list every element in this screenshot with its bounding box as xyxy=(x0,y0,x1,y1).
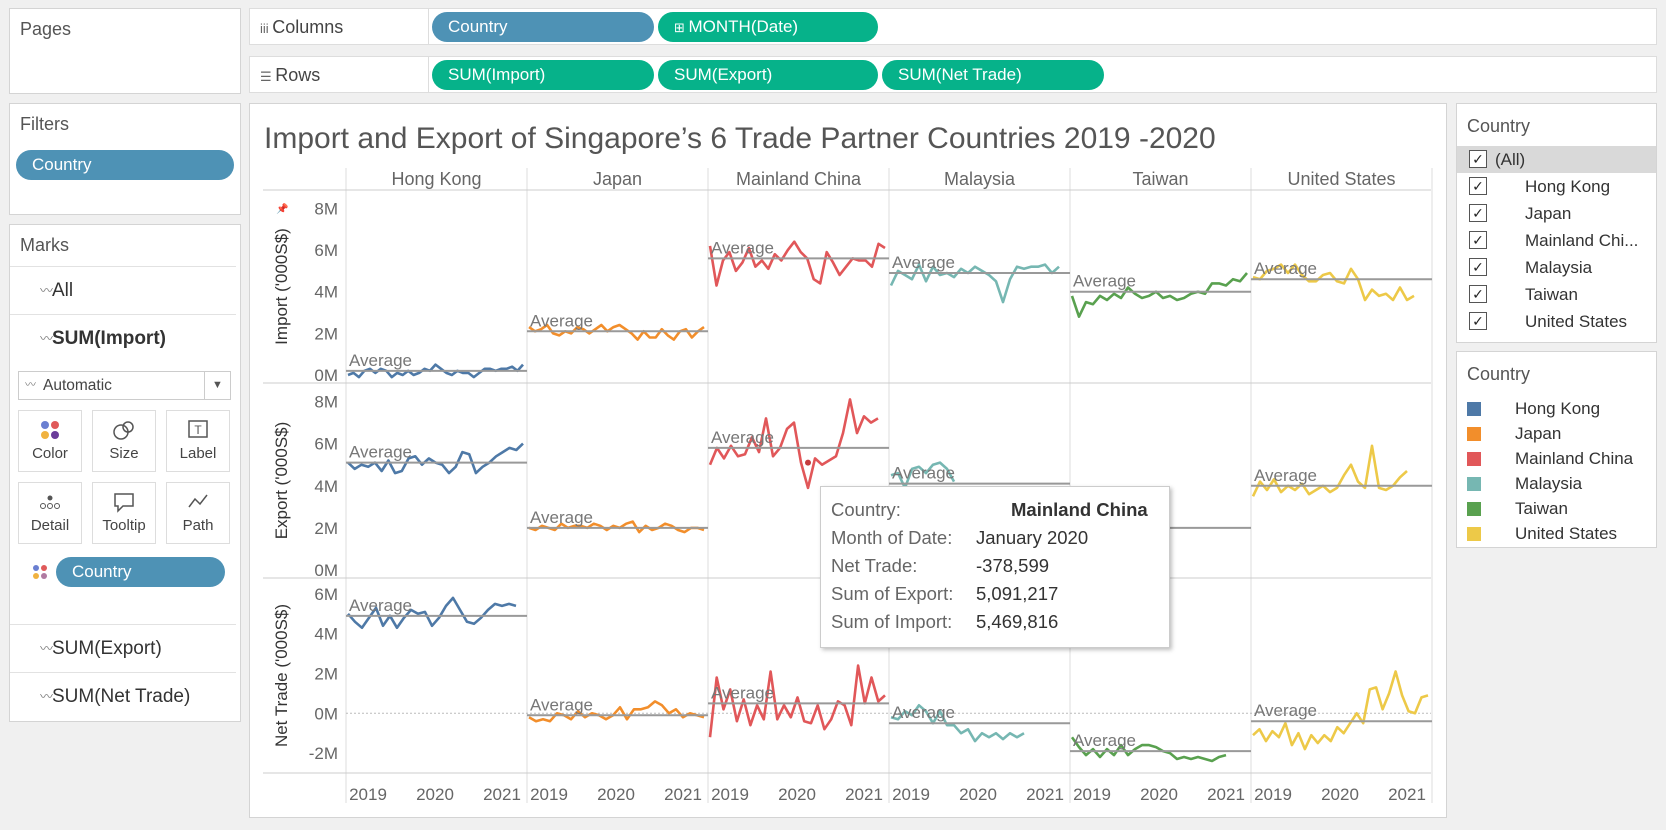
detail-icon xyxy=(19,483,81,517)
tooltip-icon xyxy=(93,483,155,517)
path-icon xyxy=(167,483,229,517)
legend-item[interactable]: Taiwan xyxy=(1457,496,1656,521)
legend-swatch xyxy=(1467,427,1481,441)
filter-item-label: Hong Kong xyxy=(1525,177,1611,196)
rows-pill-export[interactable]: SUM(Export) xyxy=(658,60,878,90)
checkbox-icon[interactable]: ✓ xyxy=(1469,312,1487,330)
color-encoding-icon xyxy=(32,564,48,585)
marks-row-sum-import[interactable]: 〰 SUM(Import) xyxy=(10,314,236,362)
legend-item-label: Taiwan xyxy=(1515,499,1568,518)
pages-shelf[interactable]: Pages xyxy=(9,8,241,94)
filter-item-label: Japan xyxy=(1525,204,1572,223)
tooltip-export-value: 5,091,217 xyxy=(976,583,1059,604)
tooltip-net-key: Net Trade: xyxy=(831,555,918,576)
detail-card[interactable]: Detail xyxy=(18,482,82,544)
tooltip-card[interactable]: Tooltip xyxy=(92,482,156,544)
legend-swatch xyxy=(1467,452,1481,466)
legend-item-label: Hong Kong xyxy=(1515,399,1601,418)
marks-row-sum-net-trade[interactable]: 〰 SUM(Net Trade) xyxy=(10,672,236,720)
legend-swatch xyxy=(1467,477,1481,491)
checkbox-icon[interactable]: ✓ xyxy=(1469,177,1487,195)
view-area xyxy=(249,103,1447,818)
legend-item-label: Malaysia xyxy=(1515,474,1583,493)
tooltip-country-value: Mainland China xyxy=(1011,499,1148,520)
country-legend-card: Country Hong Kong Japan Mainland China Mala… xyxy=(1456,351,1657,548)
filter-item-label: Mainland Chi... xyxy=(1525,231,1639,250)
filter-item-label: United States xyxy=(1525,312,1628,331)
checkbox-icon[interactable]: ✓ xyxy=(1469,150,1487,168)
filter-item-label: Malaysia xyxy=(1525,258,1593,277)
columns-pill-country[interactable]: Country xyxy=(432,12,654,42)
checkbox-icon[interactable]: ✓ xyxy=(1469,258,1487,276)
filter-item[interactable]: ✓ Malaysia xyxy=(1457,254,1656,281)
legend-item-label: Mainland China xyxy=(1515,449,1634,468)
filter-item-label: Taiwan xyxy=(1525,285,1578,304)
tooltip-month-key: Month of Date: xyxy=(831,527,953,548)
line-mark-icon: 〰 xyxy=(25,379,36,391)
legend-item[interactable]: Hong Kong xyxy=(1457,396,1656,421)
legend-swatch xyxy=(1467,527,1481,541)
line-mark-icon: 〰 xyxy=(40,331,54,346)
color-pill-country[interactable]: Country xyxy=(56,557,225,587)
tooltip-month-value: January 2020 xyxy=(976,527,1089,548)
label-card[interactable]: T Label xyxy=(166,410,230,472)
svg-text:T: T xyxy=(194,423,202,437)
filter-item-all[interactable]: ✓ (All) xyxy=(1457,146,1656,173)
line-mark-icon: 〰 xyxy=(40,689,54,704)
line-mark-icon: 〰 xyxy=(40,641,54,656)
rows-icon: ☰ xyxy=(260,69,276,84)
color-icon xyxy=(19,411,81,445)
marks-label: Marks xyxy=(20,235,69,255)
legend-item[interactable]: Japan xyxy=(1457,421,1656,446)
filter-pill-country[interactable]: Country xyxy=(16,150,234,180)
filter-item[interactable]: ✓ Hong Kong xyxy=(1457,173,1656,200)
legend-item[interactable]: Mainland China xyxy=(1457,446,1656,471)
checkbox-icon[interactable]: ✓ xyxy=(1469,285,1487,303)
filters-shelf[interactable]: Filters Country xyxy=(9,103,241,215)
tooltip-country-key: Country: xyxy=(831,499,901,520)
path-card[interactable]: Path xyxy=(166,482,230,544)
legend-item-label: Japan xyxy=(1515,424,1562,443)
tooltip-import-value: 5,469,816 xyxy=(976,611,1059,632)
size-icon xyxy=(93,411,155,445)
rows-pill-net-trade[interactable]: SUM(Net Trade) xyxy=(882,60,1104,90)
checkbox-icon[interactable]: ✓ xyxy=(1469,204,1487,222)
legend-item-label: United States xyxy=(1515,524,1618,543)
line-mark-icon: 〰 xyxy=(40,283,54,298)
pages-label: Pages xyxy=(20,19,72,39)
size-card[interactable]: Size xyxy=(92,410,156,472)
legend-item[interactable]: Malaysia xyxy=(1457,471,1656,496)
marks-card: Marks xyxy=(9,224,241,722)
label-icon: T xyxy=(167,411,229,445)
filter-item-label: (All) xyxy=(1495,150,1526,169)
chart-title: Import and Export of Singapore’s 6 Trade… xyxy=(264,122,1216,155)
tooltip-import-key: Sum of Import: xyxy=(831,611,953,632)
chevron-down-icon[interactable]: ▼ xyxy=(204,372,230,399)
expand-icon: ⊞ xyxy=(674,20,689,35)
filter-item[interactable]: ✓ United States xyxy=(1457,308,1656,335)
columns-label: iii Columns xyxy=(260,17,344,37)
rows-label: ☰ Rows xyxy=(260,65,321,85)
legend-swatch xyxy=(1467,502,1481,516)
columns-icon: iii xyxy=(260,21,273,36)
filter-card-title: Country xyxy=(1467,116,1531,136)
legend-item[interactable]: United States xyxy=(1457,521,1656,546)
columns-pill-month-date[interactable]: ⊞ MONTH(Date) xyxy=(658,12,878,42)
marks-row-all[interactable]: 〰 All xyxy=(10,266,236,314)
rows-pill-import[interactable]: SUM(Import) xyxy=(432,60,654,90)
marks-row-sum-export[interactable]: 〰 SUM(Export) xyxy=(10,624,236,672)
legend-swatch xyxy=(1467,402,1481,416)
legend-card-title: Country xyxy=(1467,364,1531,384)
tooltip-popup: Country: Mainland China Month of Date: J… xyxy=(820,486,1170,648)
country-filter-card: Country ✓ (All) ✓ Hong Kong ✓ Japan ✓ Mainland … xyxy=(1456,103,1657,343)
color-card[interactable]: Color xyxy=(18,410,82,472)
tooltip-export-key: Sum of Export: xyxy=(831,583,954,604)
mark-type-dropdown[interactable]: 〰 Automatic ▼ xyxy=(18,371,231,400)
filter-item[interactable]: ✓ Taiwan xyxy=(1457,281,1656,308)
filter-item[interactable]: ✓ Mainland Chi... xyxy=(1457,227,1656,254)
filters-label: Filters xyxy=(20,114,69,134)
tooltip-net-value: -378,599 xyxy=(976,555,1050,576)
checkbox-icon[interactable]: ✓ xyxy=(1469,231,1487,249)
filter-item[interactable]: ✓ Japan xyxy=(1457,200,1656,227)
